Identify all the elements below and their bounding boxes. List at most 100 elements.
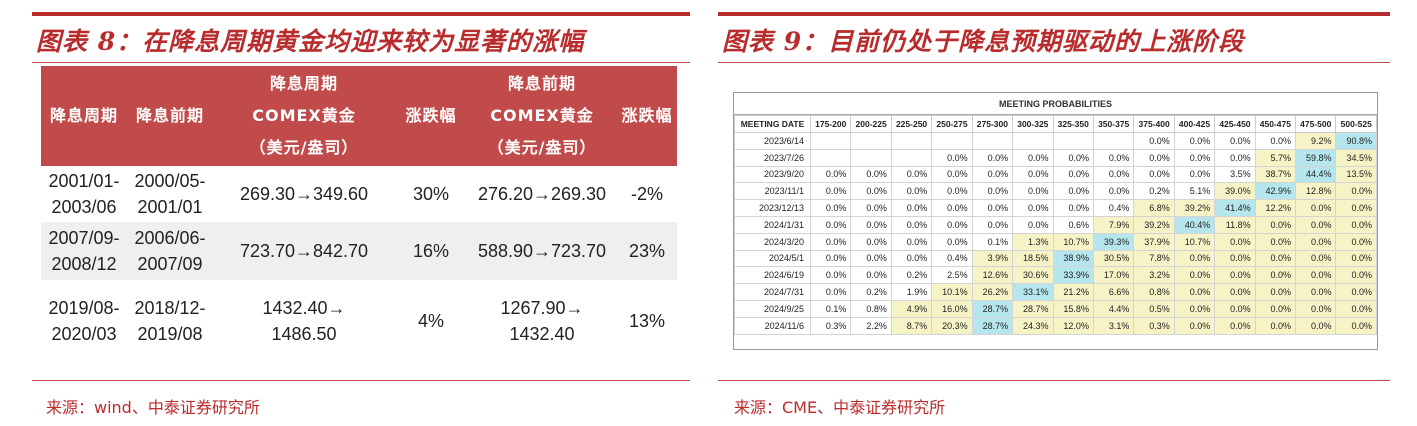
column-header: 400-425	[1173, 115, 1216, 133]
figure-9-panel: 图表 9：目前仍处于降息预期驱动的上涨阶段	[718, 12, 1390, 63]
probability-cell: 34.5%	[1335, 148, 1377, 167]
probability-cell: 0.0%	[931, 165, 973, 184]
meeting-date-cell: 2024/3/20	[734, 232, 811, 251]
probability-cell: 0.0%	[1214, 232, 1256, 251]
probability-cell: 0.0%	[1295, 199, 1337, 217]
table-cell: 269.30→349.60	[213, 166, 395, 222]
probability-cell: 26.2%	[971, 283, 1014, 301]
probability-cell	[890, 132, 933, 150]
figure-9-title-rule	[718, 62, 1390, 63]
probability-cell: 1.9%	[890, 283, 933, 301]
probabilities-header-row: MEETING DATE 175-200 200-225 225-250 250-275…	[734, 115, 1377, 133]
probability-cell: 0.0%	[931, 182, 973, 201]
probability-cell: 0.0%	[850, 266, 892, 285]
meeting-date-cell: 2023/7/26	[734, 148, 811, 167]
probability-cell: 1.3%	[1012, 232, 1054, 251]
probability-cell: 0.0%	[809, 249, 852, 268]
probability-cell: 0.0%	[809, 232, 852, 251]
probability-cell: 28.7%	[1012, 299, 1054, 318]
probability-cell: 0.0%	[931, 199, 973, 217]
probability-cell: 41.4%	[1214, 199, 1256, 217]
figure-9-source: 来源：CME、中泰证券研究所	[734, 398, 946, 417]
probability-cell: 9.2%	[1295, 132, 1337, 150]
probability-cell: 0.2%	[890, 266, 933, 285]
table-cell: 16%	[395, 222, 467, 280]
probability-cell: 3.5%	[1214, 165, 1256, 184]
probability-cell	[890, 148, 933, 167]
probability-cell: 0.0%	[890, 199, 933, 217]
table-cell: 23%	[617, 222, 677, 280]
probability-cell: 0.0%	[850, 249, 892, 268]
column-header: 250-275	[931, 115, 973, 133]
probability-cell: 10.7%	[1052, 232, 1094, 251]
probability-cell: 33.9%	[1052, 266, 1094, 285]
probability-cell: 15.8%	[1052, 299, 1094, 318]
figure-8-bottom-rule	[32, 380, 690, 381]
column-header: 降息前期	[127, 66, 213, 166]
table-cell: 723.70→842.70	[213, 222, 395, 280]
probability-cell: 0.3%	[1133, 316, 1175, 335]
probability-cell: 0.0%	[1254, 215, 1297, 234]
probability-cell: 21.2%	[1052, 283, 1094, 301]
probability-cell: 28.7%	[971, 316, 1014, 335]
probability-cell: 0.8%	[850, 299, 892, 318]
probability-cell	[1092, 132, 1135, 150]
probability-cell: 10.1%	[931, 283, 973, 301]
column-header: 350-375	[1092, 115, 1135, 133]
probability-cell: 0.0%	[971, 148, 1014, 167]
probability-cell: 30.6%	[1012, 266, 1054, 285]
probability-cell: 0.0%	[1295, 283, 1337, 301]
probability-cell: 0.0%	[890, 215, 933, 234]
probability-cell: 0.0%	[1254, 266, 1297, 285]
probability-cell: 0.0%	[809, 199, 852, 217]
probability-cell: 0.0%	[1133, 148, 1175, 167]
column-header: 375-400	[1133, 115, 1175, 133]
probability-cell: 38.7%	[1254, 165, 1297, 184]
probability-cell: 0.6%	[1052, 215, 1094, 234]
gold-rate-cut-table: 降息周期 降息前期 降息周期 COMEX黄金 （美元/盎司） 涨跌幅 降息前期 COMEX黄金…	[41, 66, 677, 362]
probability-cell: 0.0%	[890, 165, 933, 184]
probability-cell: 13.5%	[1335, 165, 1377, 184]
probability-cell: 0.0%	[1052, 165, 1094, 184]
meeting-date-cell: 2023/12/13	[734, 199, 811, 217]
column-header: 降息周期 COMEX黄金 （美元/盎司）	[213, 66, 395, 166]
probability-cell: 0.8%	[1133, 283, 1175, 301]
probability-cell: 0.0%	[1335, 299, 1377, 318]
column-header: 275-300	[971, 115, 1014, 133]
probability-cell: 0.0%	[809, 266, 852, 285]
probability-cell: 0.0%	[1214, 299, 1256, 318]
probability-cell: 0.0%	[809, 283, 852, 301]
meeting-date-cell: 2023/9/20	[734, 165, 811, 184]
probability-cell: 0.0%	[890, 232, 933, 251]
column-header: 475-500	[1295, 115, 1337, 133]
column-header: 涨跌幅	[617, 66, 677, 166]
table-row: 2023/11/1 0.0% 0.0% 0.0% 0.0% 0.0% 0.0% 0.0% 0.0…	[734, 182, 1377, 201]
probability-cell: 0.0%	[850, 199, 892, 217]
probability-cell: 39.0%	[1214, 182, 1256, 201]
probability-cell: 0.0%	[1173, 165, 1216, 184]
probability-cell: 40.4%	[1173, 215, 1216, 234]
probability-cell: 18.5%	[1012, 249, 1054, 268]
probability-cell: 0.0%	[1052, 199, 1094, 217]
table-row: 2024/6/19 0.0% 0.0% 0.2% 2.5% 12.6% 30.6% 33.9%…	[734, 266, 1377, 285]
probability-cell: 0.0%	[1173, 249, 1216, 268]
probability-cell: 0.0%	[1133, 165, 1175, 184]
probability-cell: 0.0%	[1173, 316, 1216, 335]
column-header: MEETING DATE	[734, 115, 811, 133]
probability-cell: 0.0%	[971, 182, 1014, 201]
meeting-date-cell: 2023/6/14	[734, 132, 811, 150]
figure-8-top-rule	[32, 12, 690, 16]
probability-cell: 0.0%	[1092, 165, 1135, 184]
column-header: 300-325	[1012, 115, 1054, 133]
probability-cell: 0.0%	[1012, 165, 1054, 184]
table-row: 2023/7/26 0.0% 0.0% 0.0% 0.0% 0.0% 0.0% 0.0% 0.0…	[734, 148, 1377, 167]
probability-cell: 0.3%	[809, 316, 852, 335]
probability-cell: 12.0%	[1052, 316, 1094, 335]
table-row: 2024/1/31 0.0% 0.0% 0.0% 0.0% 0.0% 0.0% 0.6% 7.9…	[734, 215, 1377, 234]
probability-cell: 0.0%	[809, 182, 852, 201]
meeting-date-cell: 2024/7/31	[734, 283, 811, 301]
table-row: 2023/6/14 0.0% 0.0% 0.0% 0.0% 9.2% 90.8%	[734, 132, 1377, 150]
probability-cell: 3.2%	[1133, 266, 1175, 285]
probability-cell: 0.5%	[1133, 299, 1175, 318]
probability-cell: 0.0%	[850, 215, 892, 234]
